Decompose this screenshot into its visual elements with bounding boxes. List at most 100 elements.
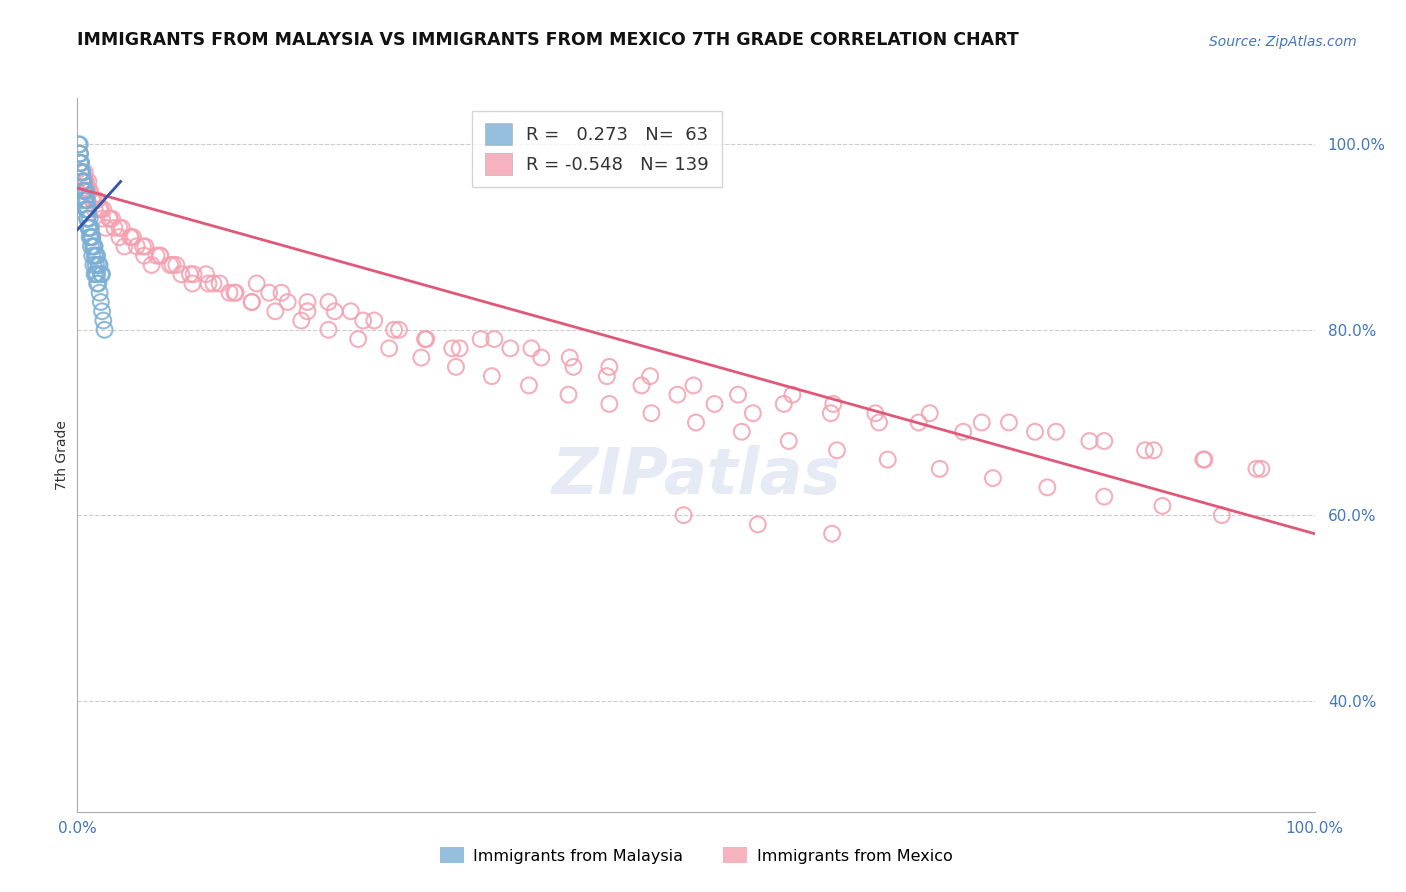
Point [90, 202, 112, 217]
Point [82, 239, 104, 253]
Point [120, 230, 142, 244]
Point [103, 220, 125, 235]
Point [77, 202, 100, 217]
Point [685, 416, 707, 430]
Point [79, 211, 101, 226]
Point [84, 258, 107, 272]
Point [94, 220, 117, 235]
Point [1078, 434, 1101, 448]
Point [70, 156, 93, 170]
Point [195, 267, 218, 281]
Point [134, 249, 156, 263]
Point [72, 165, 94, 179]
Point [112, 239, 135, 253]
Point [181, 277, 204, 291]
Point [444, 359, 467, 374]
Point [415, 332, 437, 346]
Text: Source: ZipAtlas.com: Source: ZipAtlas.com [1209, 35, 1357, 49]
Point [772, 397, 794, 411]
Point [1143, 443, 1166, 458]
Point [218, 285, 240, 300]
Point [70, 165, 93, 179]
Point [86, 277, 108, 291]
Point [77, 175, 100, 189]
Text: IMMIGRANTS FROM MALAYSIA VS IMMIGRANTS FROM MEXICO 7TH GRADE CORRELATION CHART: IMMIGRANTS FROM MALAYSIA VS IMMIGRANTS F… [77, 31, 1019, 49]
Point [517, 378, 540, 392]
Point [73, 184, 96, 198]
Point [82, 258, 104, 272]
Point [638, 369, 661, 384]
Point [82, 230, 104, 244]
Point [562, 359, 585, 374]
Point [83, 249, 105, 263]
Point [413, 332, 436, 346]
Point [557, 387, 579, 401]
Point [179, 267, 201, 281]
Point [98, 211, 121, 226]
Point [73, 193, 96, 207]
Point [77, 220, 100, 235]
Point [72, 175, 94, 189]
Point [347, 332, 370, 346]
Point [91, 202, 114, 217]
Point [1036, 480, 1059, 494]
Point [411, 351, 433, 365]
Point [125, 239, 148, 253]
Point [82, 193, 104, 207]
Point [79, 184, 101, 198]
Point [79, 220, 101, 235]
Point [72, 175, 94, 189]
Point [69, 146, 91, 161]
Point [149, 249, 172, 263]
Point [1092, 490, 1115, 504]
Point [1045, 425, 1067, 439]
Point [162, 258, 184, 272]
Point [558, 351, 581, 365]
Point [596, 369, 619, 384]
Point [318, 295, 340, 310]
Point [918, 406, 941, 420]
Point [170, 267, 193, 281]
Point [865, 406, 887, 420]
Point [727, 387, 749, 401]
Point [823, 397, 845, 411]
Point [122, 230, 145, 244]
Point [666, 387, 689, 401]
Point [782, 387, 804, 401]
Point [72, 184, 94, 198]
Point [481, 369, 503, 384]
Point [183, 267, 205, 281]
Point [246, 277, 269, 291]
Point [80, 239, 103, 253]
Point [83, 267, 105, 281]
Point [86, 193, 108, 207]
Point [747, 517, 769, 532]
Point [1152, 499, 1174, 513]
Point [86, 249, 108, 263]
Point [741, 406, 763, 420]
Point [907, 416, 929, 430]
Point [91, 304, 114, 318]
Point [270, 285, 292, 300]
Point [970, 416, 993, 430]
Point [84, 249, 107, 263]
Point [318, 323, 340, 337]
Point [82, 193, 104, 207]
Point [90, 295, 112, 310]
Point [69, 156, 91, 170]
Point [84, 193, 107, 207]
Point [382, 323, 405, 337]
Point [91, 211, 114, 226]
Point [69, 146, 91, 161]
Point [352, 313, 374, 327]
Point [76, 202, 98, 217]
Point [134, 239, 156, 253]
Text: ZIPatlas: ZIPatlas [551, 445, 841, 508]
Point [87, 277, 110, 291]
Point [98, 211, 121, 226]
Point [1024, 425, 1046, 439]
Point [159, 258, 181, 272]
Point [952, 425, 974, 439]
Point [530, 351, 553, 365]
Point [70, 165, 93, 179]
